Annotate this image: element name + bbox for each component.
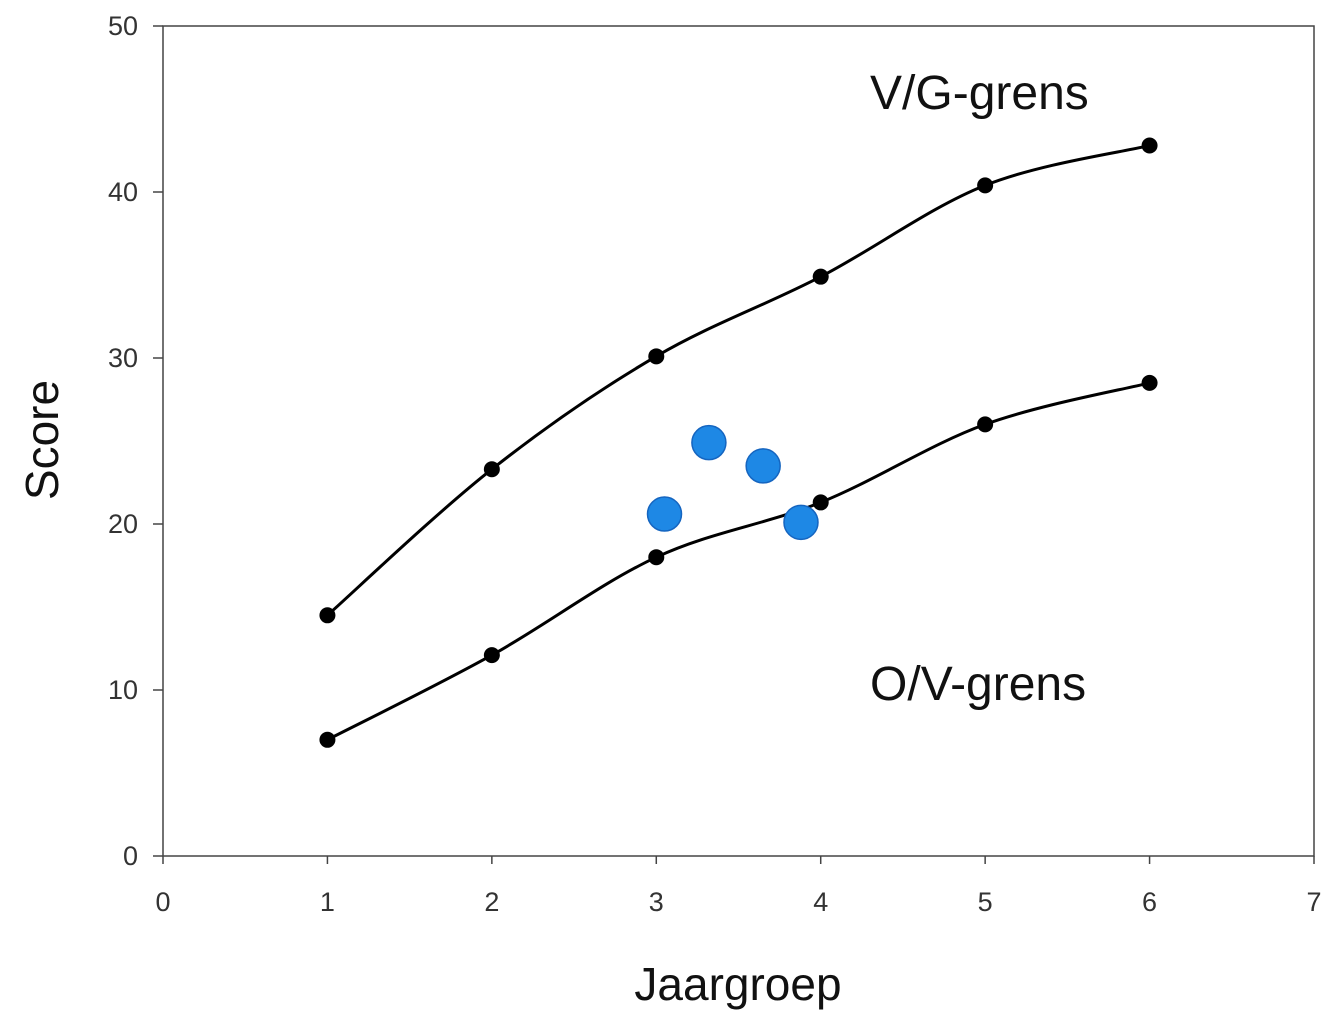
highlight-point — [691, 424, 727, 461]
y-tick-label: 0 — [123, 841, 138, 871]
annotation-label: O/V-grens — [870, 658, 1086, 711]
x-tick-label: 4 — [813, 887, 828, 917]
series-1-point — [483, 647, 500, 664]
y-tick-label: 20 — [108, 509, 138, 539]
highlight-point — [783, 504, 819, 541]
highlight-point — [745, 448, 781, 484]
annotations: V/G-grens O/V-grens — [870, 67, 1089, 711]
series-0-point — [319, 607, 336, 624]
y-tick-label: 40 — [108, 177, 138, 207]
x-axis: 0 1 2 3 4 5 6 7 — [155, 856, 1322, 917]
x-tick-label: 2 — [484, 887, 499, 917]
series-curves — [325, 144, 1152, 742]
series-0-point — [977, 177, 994, 194]
y-axis-title: Score — [16, 380, 68, 500]
series-points — [319, 137, 1158, 748]
series-1-point — [1141, 374, 1158, 391]
annotation-label: V/G-grens — [870, 67, 1089, 120]
x-tick-label: 0 — [155, 887, 170, 917]
x-tick-label: 5 — [978, 887, 993, 917]
x-axis-title: Jaargroep — [634, 958, 841, 1010]
x-tick-label: 6 — [1142, 887, 1157, 917]
series-0-curve — [325, 144, 1152, 617]
highlight-point — [646, 496, 683, 532]
series-0-point — [1141, 137, 1158, 154]
series-1-point — [977, 416, 994, 433]
series-1-point — [812, 494, 829, 511]
x-tick-label: 3 — [649, 887, 664, 917]
series-0-point — [483, 461, 500, 478]
y-tick-label: 50 — [108, 11, 138, 41]
series-1-point — [319, 731, 336, 748]
plot-frame — [162, 25, 1315, 857]
x-tick-label: 1 — [320, 887, 335, 917]
y-tick-label: 30 — [108, 343, 138, 373]
y-axis: 0 10 20 30 40 50 — [108, 11, 163, 871]
series-0-point — [648, 348, 665, 365]
series-0-point — [812, 268, 829, 285]
x-tick-label: 7 — [1306, 887, 1321, 917]
series-1-curve — [325, 381, 1152, 742]
y-tick-label: 10 — [108, 675, 138, 705]
series-1-point — [648, 549, 665, 566]
